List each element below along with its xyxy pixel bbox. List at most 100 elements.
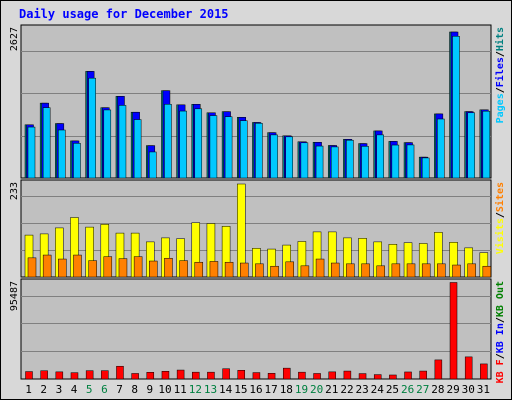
- bar-pages-day-25: [391, 144, 400, 179]
- bar-kbf-day-2: [40, 370, 48, 380]
- x-tick-label: 25: [386, 383, 399, 396]
- bar-kbf-day-16: [252, 372, 261, 380]
- y-max-label: 233: [9, 182, 20, 200]
- bar-pages-day-21: [330, 146, 339, 179]
- bar-sites-day-29: [452, 264, 461, 278]
- x-tick-label: 20: [310, 383, 323, 396]
- bar-pages-day-9: [149, 151, 157, 179]
- bar-pages-day-11: [179, 110, 187, 179]
- x-tick-label: 9: [147, 383, 154, 396]
- bar-pages-day-17: [270, 134, 278, 179]
- bar-pages-day-14: [224, 116, 233, 179]
- bar-kbf-day-26: [404, 371, 412, 380]
- bar-sites-day-18: [285, 261, 294, 278]
- x-tick-label: 6: [101, 383, 108, 396]
- bar-sites-day-24: [376, 265, 385, 278]
- legend-separator: /: [495, 212, 506, 218]
- legend-item: Files: [494, 57, 506, 87]
- legend-hits: Pages/Files/Hits: [494, 27, 506, 123]
- bar-sites-day-17: [270, 265, 279, 278]
- bar-kbf-day-5: [85, 370, 94, 380]
- x-tick-label: 19: [295, 383, 308, 396]
- x-tick-label: 2: [40, 383, 47, 396]
- x-tick-label: 28: [431, 383, 444, 396]
- bar-kbf-day-6: [101, 370, 109, 380]
- legend-item: KB F: [495, 359, 506, 383]
- bar-sites-day-25: [391, 263, 401, 278]
- bar-sites-day-8: [133, 256, 143, 278]
- bar-kbf-day-24: [373, 374, 382, 380]
- legend-item: KB Out: [495, 281, 506, 317]
- bar-sites-day-3: [58, 258, 67, 278]
- legend-item: Pages: [495, 93, 506, 123]
- x-tick-label: 5: [86, 383, 93, 396]
- bar-sites-day-10: [164, 257, 173, 278]
- bar-kbf-day-17: [267, 373, 276, 380]
- bar-sites-day-28: [437, 263, 446, 278]
- bar-pages-day-8: [133, 119, 142, 179]
- bar-sites-day-27: [421, 263, 431, 278]
- x-tick-label: 16: [249, 383, 262, 396]
- bar-sites-day-26: [406, 263, 416, 278]
- panel-kbytes: [20, 278, 492, 380]
- x-tick-label: 8: [131, 383, 138, 396]
- x-tick-label: 7: [116, 383, 123, 396]
- bar-sites-day-2: [42, 254, 52, 278]
- x-tick-label: 22: [340, 383, 353, 396]
- bar-sites-day-16: [255, 263, 264, 278]
- bar-kbf-day-30: [464, 356, 473, 380]
- bar-kbf-day-18: [282, 367, 291, 380]
- bar-sites-day-22: [346, 263, 355, 278]
- x-tick-label: 13: [204, 383, 217, 396]
- y-max-label: 2627: [9, 27, 20, 51]
- bar-sites-day-31: [482, 265, 492, 278]
- x-tick-label: 30: [462, 383, 475, 396]
- bar-sites-day-21: [330, 262, 340, 278]
- x-tick-label: 10: [158, 383, 171, 396]
- bar-kbf-day-20: [313, 373, 321, 380]
- x-tick-label: 14: [219, 383, 233, 396]
- x-tick-label: 26: [401, 383, 414, 396]
- bar-pages-day-2: [42, 107, 51, 179]
- bar-sites-day-12: [194, 261, 204, 278]
- bar-kbf-day-11: [176, 369, 185, 380]
- x-tick-label: 3: [56, 383, 63, 396]
- bar-pages-day-18: [285, 136, 293, 179]
- bar-pages-day-12: [194, 108, 203, 179]
- x-tick-label: 11: [174, 383, 187, 396]
- bar-pages-day-22: [346, 139, 354, 179]
- bar-pages-day-20: [315, 145, 324, 179]
- legend-item: Hits: [494, 27, 506, 51]
- bar-pages-day-16: [255, 123, 263, 179]
- bar-kbf-day-19: [298, 371, 306, 380]
- bar-pages-day-13: [209, 115, 218, 179]
- bar-kbf-day-8: [131, 373, 139, 380]
- bar-kbf-day-1: [25, 371, 33, 380]
- bar-kbf-day-15: [237, 370, 246, 380]
- bar-sites-day-11: [179, 260, 188, 278]
- bar-pages-day-29: [452, 36, 460, 179]
- bar-kbf-day-14: [222, 368, 230, 380]
- bar-pages-day-1: [27, 126, 36, 179]
- x-tick-label: 29: [446, 383, 459, 396]
- bar-sites-day-13: [209, 261, 219, 278]
- bar-pages-day-7: [118, 105, 127, 179]
- legend-separator: /: [495, 51, 506, 57]
- bar-pages-day-4: [73, 143, 81, 179]
- bar-pages-day-31: [482, 110, 491, 179]
- legend-item: Visits: [494, 218, 506, 254]
- bar-sites-day-4: [73, 254, 82, 278]
- bar-pages-day-19: [300, 142, 309, 179]
- bar-pages-day-15: [240, 120, 248, 179]
- bar-kbf-day-12: [192, 371, 200, 380]
- bar-pages-day-27: [421, 157, 430, 179]
- bar-kbf-day-7: [116, 365, 124, 380]
- bar-kbf-day-29: [449, 282, 458, 380]
- bar-sites-day-23: [361, 263, 370, 278]
- x-tick-label: 24: [371, 383, 385, 396]
- legend-item: Sites: [494, 182, 506, 212]
- bar-pages-day-26: [406, 144, 415, 179]
- bar-sites-day-30: [467, 263, 476, 278]
- x-tick-label: 27: [416, 383, 429, 396]
